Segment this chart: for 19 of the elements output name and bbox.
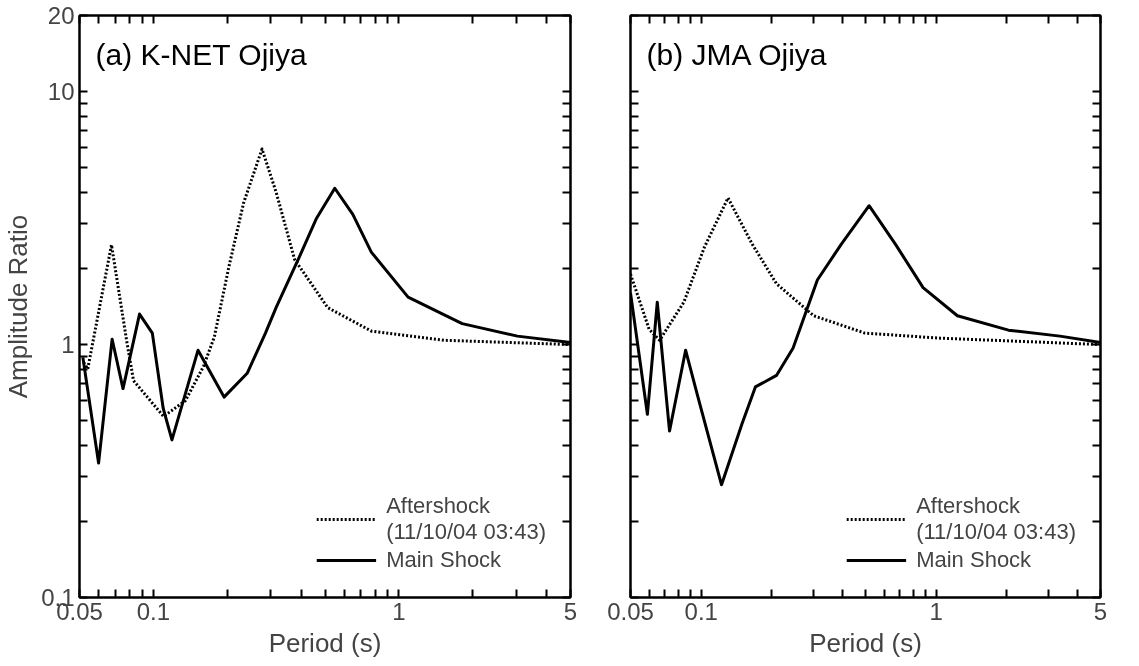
x-tick-label: 0.1 <box>684 597 718 625</box>
x-axis-title: Period (s) <box>809 627 922 658</box>
x-tick-label: 5 <box>563 597 578 625</box>
legend-label: Main Shock <box>916 547 1032 573</box>
x-tick-label: 0.1 <box>136 597 171 625</box>
y-tick-label: 20 <box>47 2 75 29</box>
x-tick-label: 5 <box>1093 597 1108 625</box>
legend-label: Main Shock <box>386 547 502 573</box>
x-tick-label: 1 <box>392 597 406 625</box>
x-tick-label: 0.05 <box>607 597 654 625</box>
text: (b) JMA Ojiya <box>646 37 827 71</box>
legend-label: Aftershock (11/10/04 03:43) <box>386 493 546 545</box>
y-axis-title: Amplitude Ratio <box>3 214 34 399</box>
y-tick-label: 10 <box>47 78 75 106</box>
x-tick-label: 1 <box>929 597 943 625</box>
y-tick-label: 1 <box>61 331 75 359</box>
x-axis-title: Period (s) <box>268 627 382 658</box>
text: (a) K-NET Ojiya <box>95 37 307 71</box>
legend-label: Aftershock (11/10/04 03:43) <box>916 493 1076 545</box>
